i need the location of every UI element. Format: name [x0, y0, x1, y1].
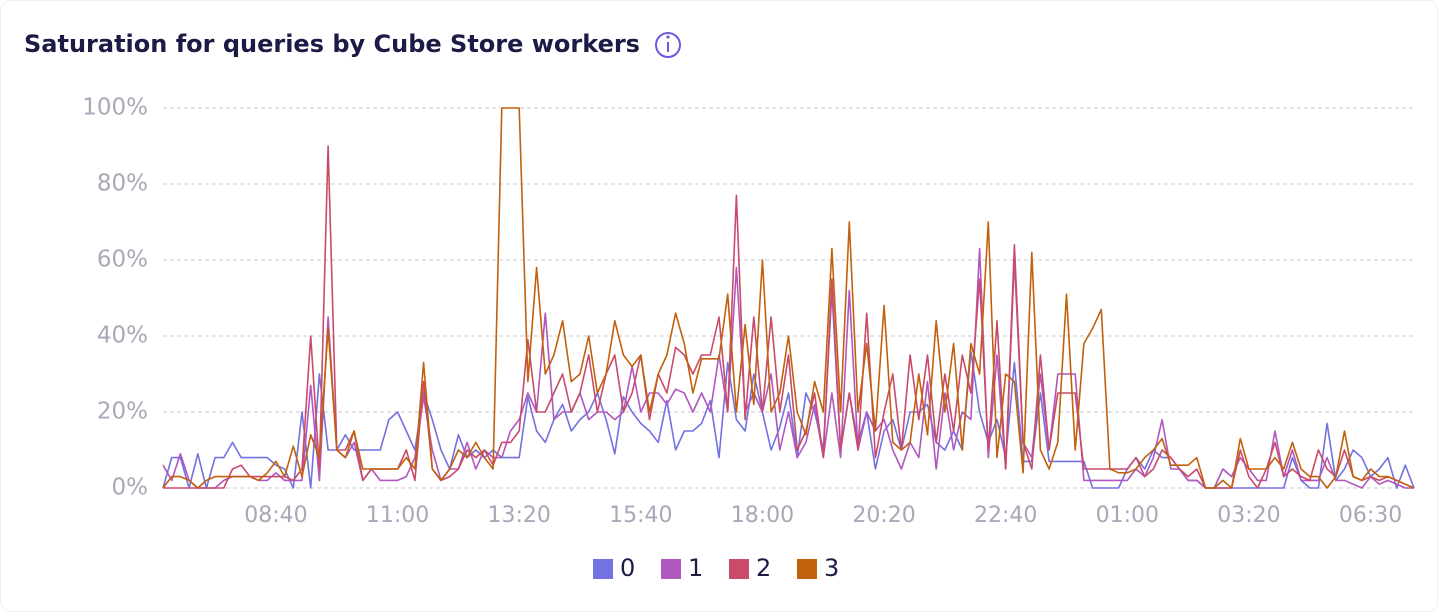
y-tick-label: 40% — [97, 323, 148, 349]
legend-swatch — [797, 559, 817, 579]
y-tick-label: 100% — [82, 95, 148, 121]
chart-title: Saturation for queries by Cube Store wor… — [24, 30, 640, 58]
x-tick-label: 11:00 — [366, 503, 429, 528]
x-tick-label: 03:20 — [1217, 503, 1280, 528]
y-tick-label: 80% — [97, 171, 148, 197]
x-tick-label: 22:40 — [974, 503, 1037, 528]
y-tick-label: 60% — [97, 247, 148, 273]
series-line — [162, 107, 1415, 489]
x-tick-label: 15:40 — [609, 503, 672, 528]
x-tick-label: 13:20 — [487, 503, 550, 528]
x-tick-label: 18:00 — [731, 503, 794, 528]
legend-label: 1 — [688, 554, 703, 582]
legend-swatch — [593, 559, 613, 579]
legend-label: 0 — [620, 554, 635, 582]
y-tick-label: 20% — [97, 399, 148, 425]
legend-swatch — [661, 559, 681, 579]
x-tick-label: 08:40 — [244, 503, 307, 528]
legend-label: 2 — [756, 554, 771, 582]
y-tick-label: 0% — [112, 475, 149, 501]
legend-label: 3 — [824, 554, 839, 582]
x-tick-label: 20:20 — [852, 503, 915, 528]
legend-swatch — [729, 559, 749, 579]
info-icon[interactable] — [655, 32, 681, 58]
x-tick-label: 06:30 — [1339, 503, 1402, 528]
x-tick-label: 01:00 — [1096, 503, 1159, 528]
